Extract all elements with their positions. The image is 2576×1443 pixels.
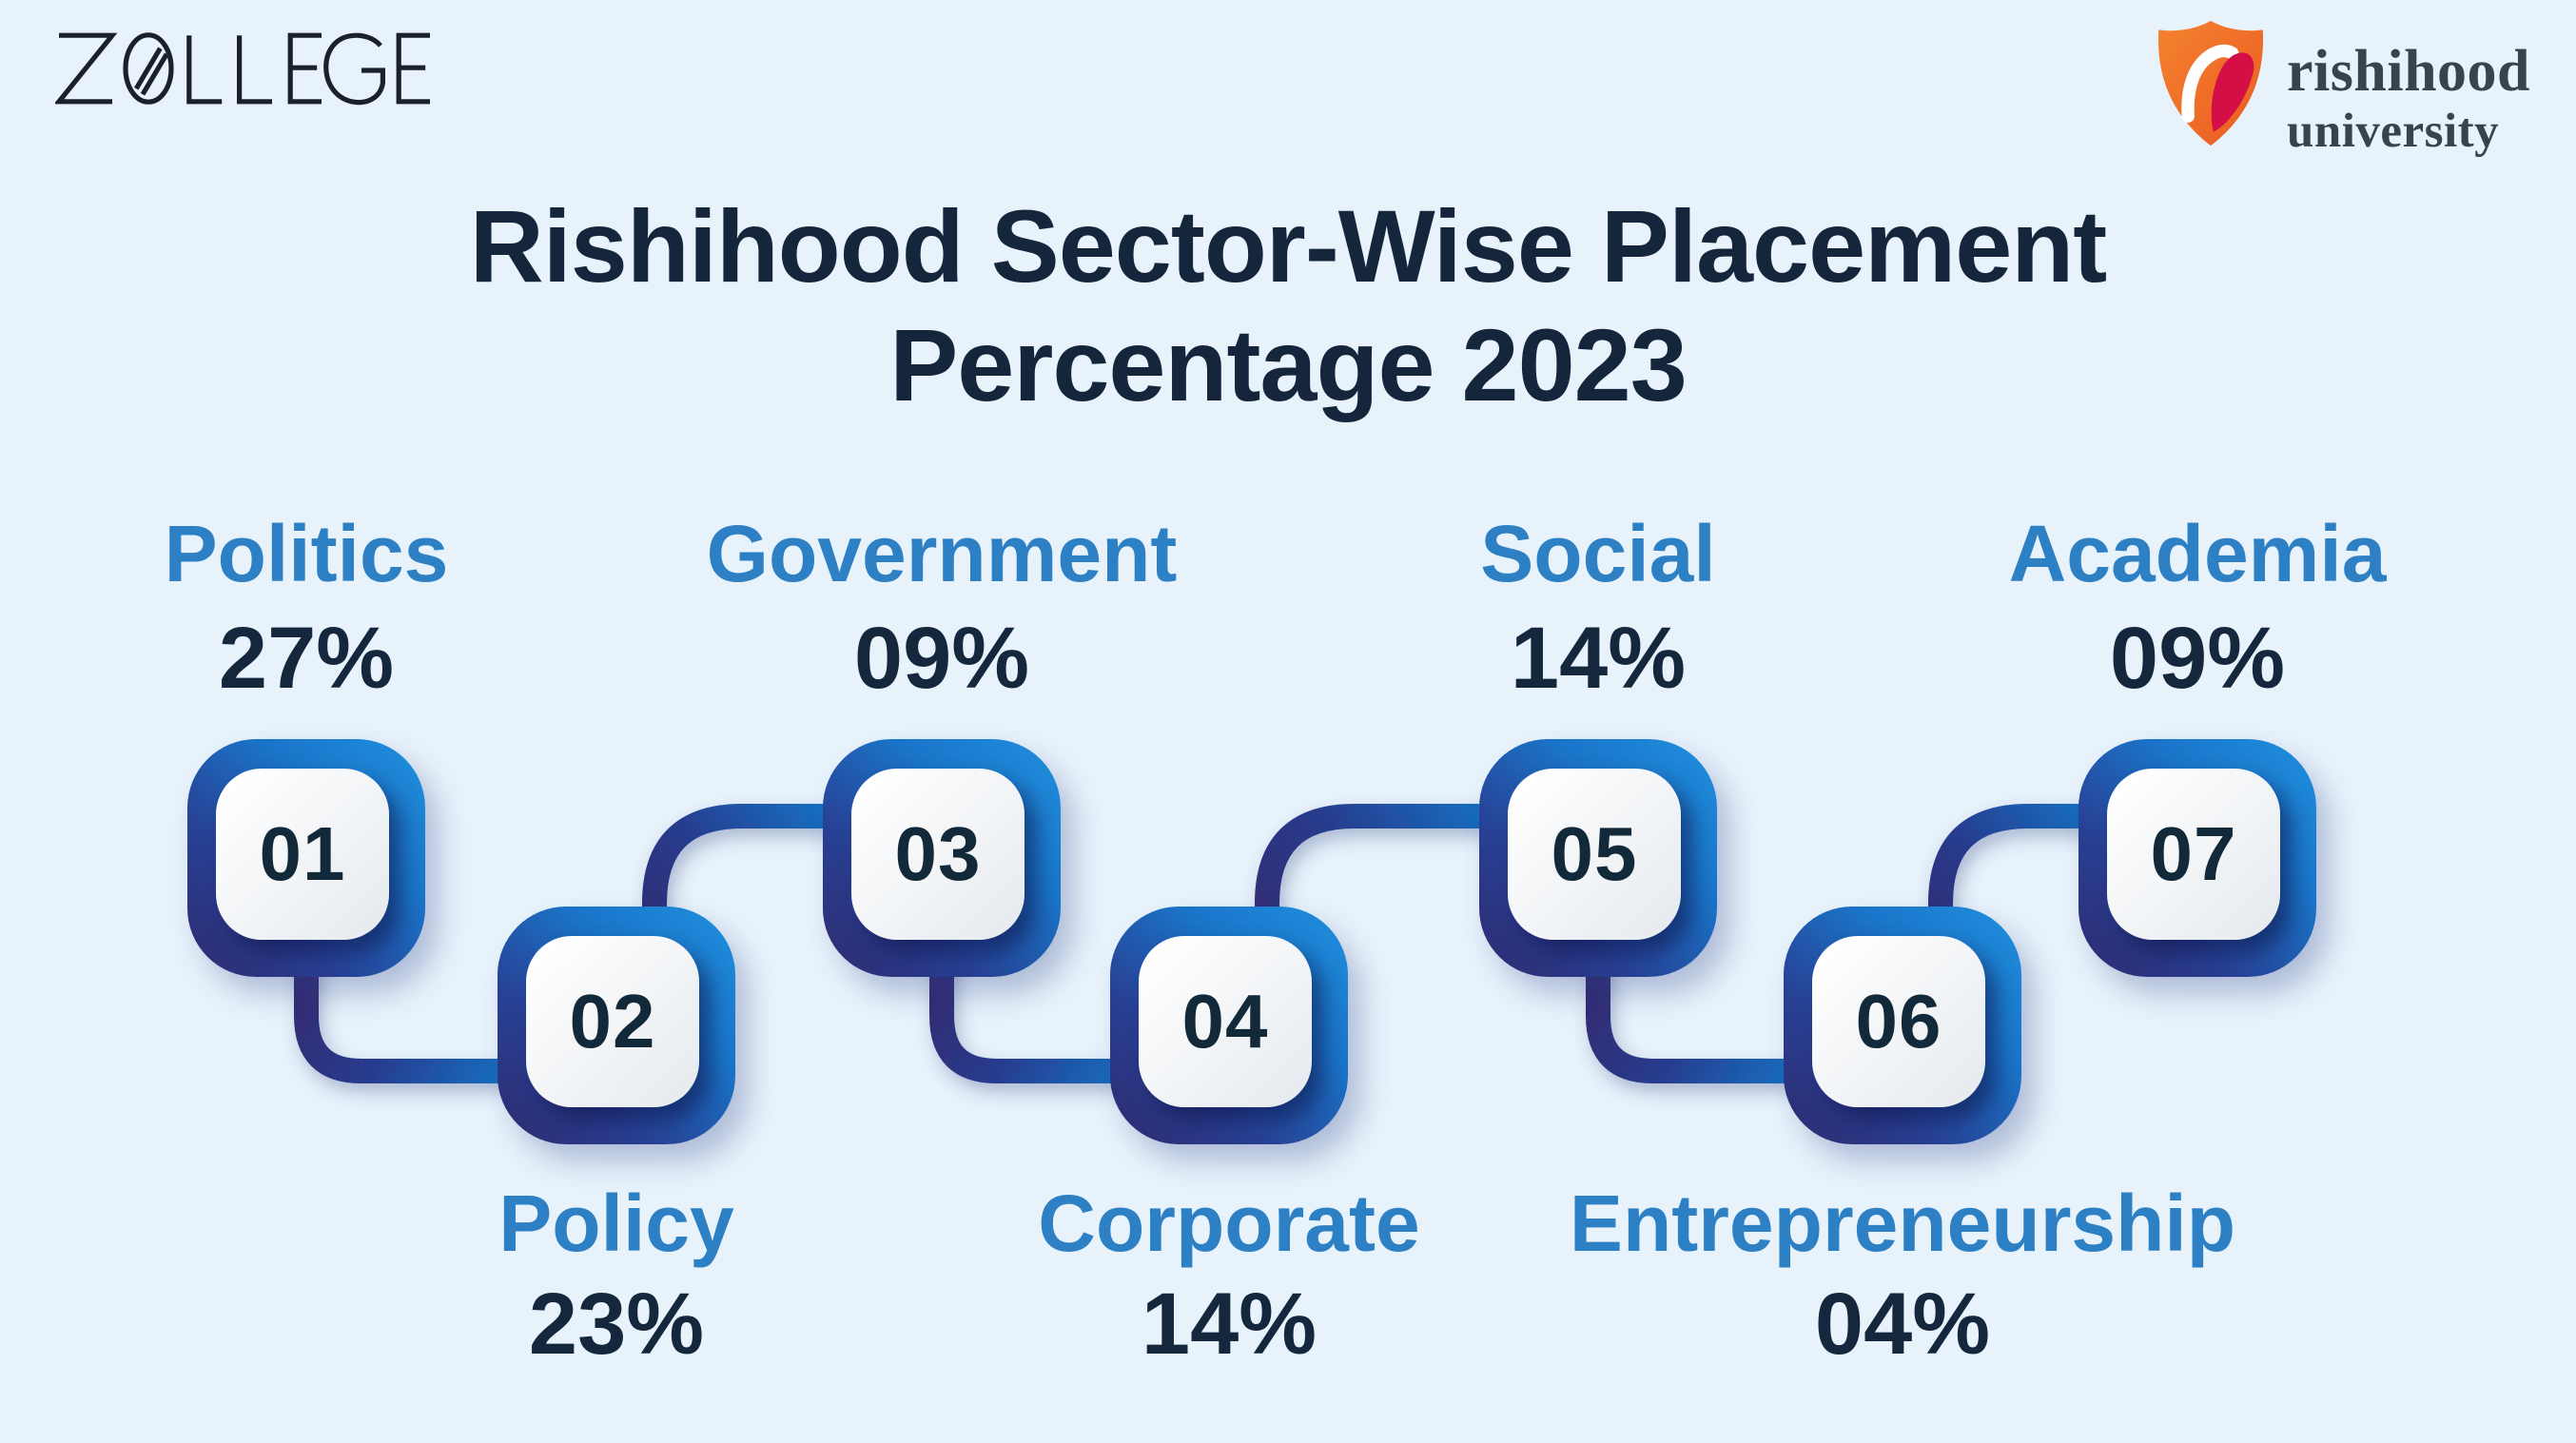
step-box-inner: 04 — [1139, 936, 1312, 1107]
step-number: 06 — [1855, 979, 1942, 1063]
step-box: 06 — [1784, 907, 2021, 1144]
step-number: 07 — [2150, 811, 2237, 896]
sector-percentage: 09% — [2109, 610, 2286, 707]
step-number: 01 — [259, 811, 346, 896]
zollege-letter-l — [237, 35, 272, 105]
step-box-inner: 07 — [2107, 769, 2280, 940]
sector-percentage: 14% — [1141, 1276, 1317, 1373]
step-number: 04 — [1181, 979, 1269, 1063]
connector-3-4 — [929, 942, 1151, 1083]
sector-label: Politics — [164, 509, 449, 598]
step-box-inner: 02 — [526, 936, 699, 1107]
step-box-inner: 05 — [1508, 769, 1681, 940]
zollege-slashed-o-icon — [123, 32, 174, 105]
sector-label: Government — [706, 509, 1178, 598]
connector-6-7 — [1928, 804, 2121, 980]
step-number: 03 — [894, 811, 982, 896]
zollege-letter-g — [323, 32, 385, 106]
connector-1-2 — [294, 942, 537, 1083]
sector-percentage: 09% — [853, 610, 1030, 707]
page-title-line1: Rishihood Sector-Wise Placement — [469, 188, 2107, 303]
sector-label: Policy — [498, 1179, 734, 1268]
connector-5-6 — [1586, 942, 1822, 1083]
rishihood-shield-icon — [2157, 20, 2264, 146]
step-box: 01 — [187, 739, 425, 977]
zollege-letter-z — [55, 32, 118, 105]
step-box-inner: 06 — [1812, 936, 1985, 1107]
zollege-slash-icon — [133, 47, 163, 90]
step-box: 04 — [1110, 907, 1348, 1144]
step-box: 03 — [823, 739, 1061, 977]
rishihood-logo-subtitle: university — [2287, 105, 2500, 158]
step-number: 02 — [569, 979, 656, 1063]
connector-2-3 — [642, 804, 856, 980]
sector-percentage: 14% — [1510, 610, 1687, 707]
sector-label: Corporate — [1038, 1179, 1420, 1268]
rishihood-logo-name: rishihood — [2287, 39, 2531, 104]
step-box-inner: 01 — [216, 769, 389, 940]
connector-4-5 — [1255, 804, 1522, 980]
zollege-logo — [55, 32, 430, 106]
sector-label: Academia — [2008, 509, 2387, 598]
rishihood-logo-text: rishihood university — [2287, 42, 2530, 156]
step-box: 02 — [498, 907, 735, 1144]
page-title: Rishihood Sector-Wise Placement Percenta… — [0, 186, 2576, 425]
zollege-letter-e — [287, 32, 322, 105]
sector-percentage: 27% — [218, 610, 395, 707]
zollege-letter-e — [396, 32, 430, 105]
sector-label: Entrepreneurship — [1569, 1179, 2236, 1268]
zollege-letter-l — [186, 35, 223, 105]
page-title-line2: Percentage 2023 — [889, 307, 1688, 423]
step-box: 07 — [2078, 739, 2316, 977]
zollege-slash-icon — [140, 52, 169, 96]
sector-percentage: 23% — [528, 1276, 705, 1373]
sector-percentage: 04% — [1814, 1276, 1991, 1373]
step-number: 05 — [1551, 811, 1638, 896]
step-box: 05 — [1479, 739, 1717, 977]
sector-label: Social — [1480, 509, 1716, 598]
rishihood-logo: rishihood university — [2152, 13, 2530, 156]
step-box-inner: 03 — [851, 769, 1025, 940]
